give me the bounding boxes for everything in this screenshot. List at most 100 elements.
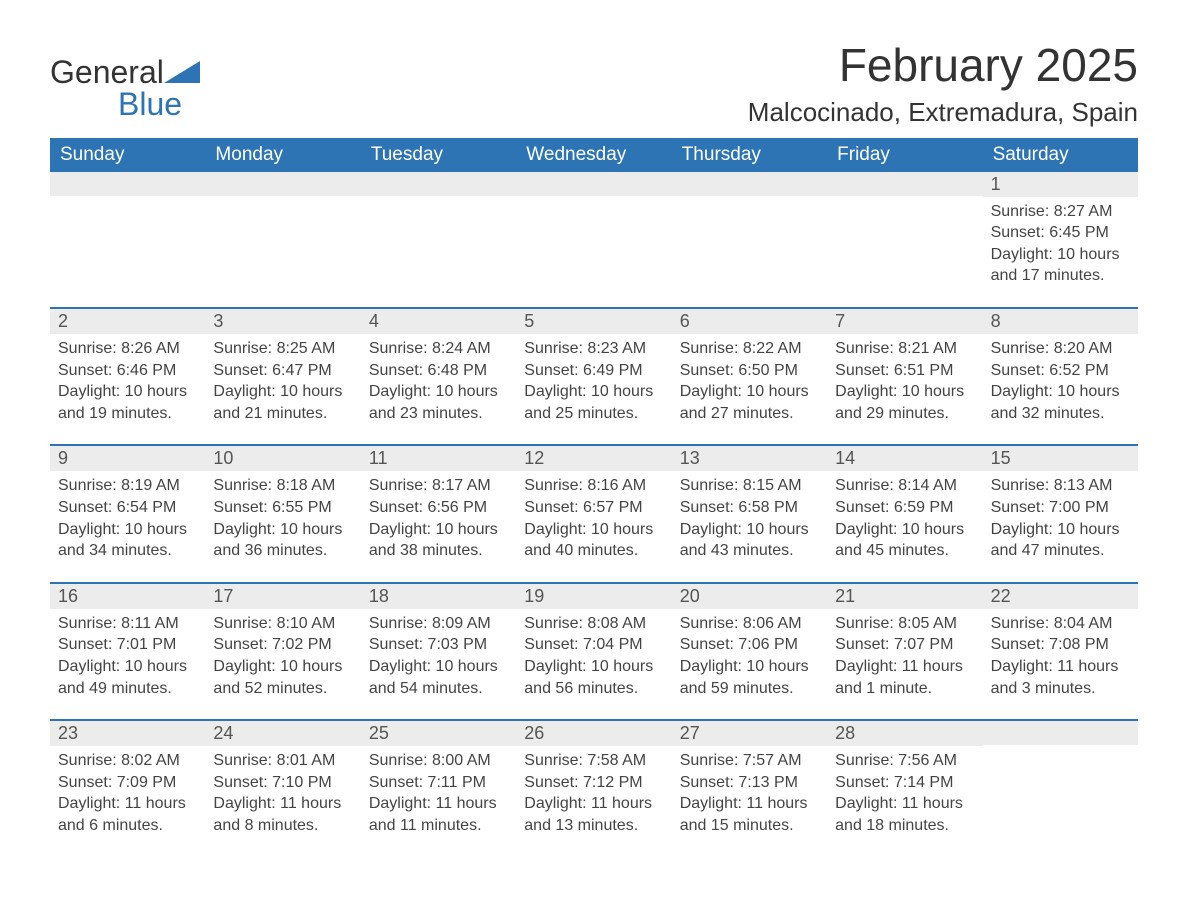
sunrise-text: Sunrise: 7:58 AM (524, 750, 663, 772)
day-body: Sunrise: 8:22 AMSunset: 6:50 PMDaylight:… (672, 334, 827, 426)
daylight-text: Daylight: 10 hours (680, 519, 819, 541)
sunrise-text: Sunrise: 8:06 AM (680, 613, 819, 635)
daylight-text: and 54 minutes. (369, 678, 508, 700)
sunrise-text: Sunrise: 8:14 AM (835, 475, 974, 497)
calendar-cell: 15Sunrise: 8:13 AMSunset: 7:00 PMDayligh… (983, 446, 1138, 563)
day-body: Sunrise: 8:15 AMSunset: 6:58 PMDaylight:… (672, 471, 827, 563)
daylight-text: Daylight: 10 hours (213, 656, 352, 678)
sunset-text: Sunset: 6:50 PM (680, 360, 819, 382)
sunset-text: Sunset: 6:54 PM (58, 497, 197, 519)
day-number: 5 (516, 309, 671, 334)
daylight-text: Daylight: 10 hours (835, 519, 974, 541)
day-number: 12 (516, 446, 671, 471)
daylight-text: and 27 minutes. (680, 403, 819, 425)
day-body (827, 196, 982, 202)
day-number: 28 (827, 721, 982, 746)
day-body: Sunrise: 8:08 AMSunset: 7:04 PMDaylight:… (516, 609, 671, 701)
calendar-cell (205, 172, 360, 289)
sunrise-text: Sunrise: 8:17 AM (369, 475, 508, 497)
sunrise-text: Sunrise: 8:13 AM (991, 475, 1130, 497)
sunset-text: Sunset: 7:04 PM (524, 634, 663, 656)
daylight-text: Daylight: 10 hours (213, 519, 352, 541)
sunrise-text: Sunrise: 8:18 AM (213, 475, 352, 497)
dayname-sunday: Sunday (50, 138, 205, 172)
sunset-text: Sunset: 7:02 PM (213, 634, 352, 656)
day-number: 8 (983, 309, 1138, 334)
dayname-tuesday: Tuesday (361, 138, 516, 172)
brand-logo-text: General Blue (50, 56, 200, 120)
sunset-text: Sunset: 7:03 PM (369, 634, 508, 656)
title-block: February 2025 Malcocinado, Extremadura, … (748, 40, 1138, 128)
calendar-cell (827, 172, 982, 289)
calendar-cell: 24Sunrise: 8:01 AMSunset: 7:10 PMDayligh… (205, 721, 360, 838)
calendar-cell: 26Sunrise: 7:58 AMSunset: 7:12 PMDayligh… (516, 721, 671, 838)
day-body: Sunrise: 7:56 AMSunset: 7:14 PMDaylight:… (827, 746, 982, 838)
sunset-text: Sunset: 6:47 PM (213, 360, 352, 382)
daylight-text: and 21 minutes. (213, 403, 352, 425)
sunset-text: Sunset: 6:56 PM (369, 497, 508, 519)
daylight-text: and 43 minutes. (680, 540, 819, 562)
calendar-week: 16Sunrise: 8:11 AMSunset: 7:01 PMDayligh… (50, 582, 1138, 701)
calendar-cell: 16Sunrise: 8:11 AMSunset: 7:01 PMDayligh… (50, 584, 205, 701)
sunrise-text: Sunrise: 8:16 AM (524, 475, 663, 497)
calendar-cell: 19Sunrise: 8:08 AMSunset: 7:04 PMDayligh… (516, 584, 671, 701)
sunrise-text: Sunrise: 8:10 AM (213, 613, 352, 635)
calendar-cell: 10Sunrise: 8:18 AMSunset: 6:55 PMDayligh… (205, 446, 360, 563)
daylight-text: Daylight: 10 hours (524, 519, 663, 541)
sunrise-text: Sunrise: 8:05 AM (835, 613, 974, 635)
daylight-text: Daylight: 10 hours (58, 381, 197, 403)
calendar-week: 2Sunrise: 8:26 AMSunset: 6:46 PMDaylight… (50, 307, 1138, 426)
day-number: 17 (205, 584, 360, 609)
dayname-thursday: Thursday (672, 138, 827, 172)
daylight-text: Daylight: 10 hours (58, 656, 197, 678)
day-body: Sunrise: 8:23 AMSunset: 6:49 PMDaylight:… (516, 334, 671, 426)
sunrise-text: Sunrise: 8:27 AM (991, 201, 1130, 223)
daylight-text: Daylight: 10 hours (369, 656, 508, 678)
day-body: Sunrise: 8:10 AMSunset: 7:02 PMDaylight:… (205, 609, 360, 701)
calendar-cell: 1Sunrise: 8:27 AMSunset: 6:45 PMDaylight… (983, 172, 1138, 289)
calendar-cell: 21Sunrise: 8:05 AMSunset: 7:07 PMDayligh… (827, 584, 982, 701)
page-subtitle: Malcocinado, Extremadura, Spain (748, 97, 1138, 128)
sunrise-text: Sunrise: 8:02 AM (58, 750, 197, 772)
calendar-cell: 20Sunrise: 8:06 AMSunset: 7:06 PMDayligh… (672, 584, 827, 701)
daylight-text: Daylight: 10 hours (524, 381, 663, 403)
calendar-cell: 27Sunrise: 7:57 AMSunset: 7:13 PMDayligh… (672, 721, 827, 838)
sunset-text: Sunset: 6:57 PM (524, 497, 663, 519)
calendar-cell: 5Sunrise: 8:23 AMSunset: 6:49 PMDaylight… (516, 309, 671, 426)
day-body: Sunrise: 8:04 AMSunset: 7:08 PMDaylight:… (983, 609, 1138, 701)
daylight-text: and 38 minutes. (369, 540, 508, 562)
sunset-text: Sunset: 6:49 PM (524, 360, 663, 382)
day-number: 3 (205, 309, 360, 334)
sunrise-text: Sunrise: 8:19 AM (58, 475, 197, 497)
sunrise-text: Sunrise: 8:25 AM (213, 338, 352, 360)
sunset-text: Sunset: 6:58 PM (680, 497, 819, 519)
daylight-text: and 18 minutes. (835, 815, 974, 837)
daylight-text: and 8 minutes. (213, 815, 352, 837)
daylight-text: Daylight: 11 hours (58, 793, 197, 815)
sunset-text: Sunset: 7:01 PM (58, 634, 197, 656)
day-number (361, 172, 516, 196)
sunset-text: Sunset: 7:14 PM (835, 772, 974, 794)
day-number: 25 (361, 721, 516, 746)
day-body: Sunrise: 8:20 AMSunset: 6:52 PMDaylight:… (983, 334, 1138, 426)
day-number (516, 172, 671, 196)
sunset-text: Sunset: 6:48 PM (369, 360, 508, 382)
day-body: Sunrise: 8:18 AMSunset: 6:55 PMDaylight:… (205, 471, 360, 563)
daylight-text: and 1 minute. (835, 678, 974, 700)
day-number: 19 (516, 584, 671, 609)
day-number: 27 (672, 721, 827, 746)
calendar-cell: 6Sunrise: 8:22 AMSunset: 6:50 PMDaylight… (672, 309, 827, 426)
day-number: 21 (827, 584, 982, 609)
sunset-text: Sunset: 7:07 PM (835, 634, 974, 656)
sunrise-text: Sunrise: 8:11 AM (58, 613, 197, 635)
day-number: 1 (983, 172, 1138, 197)
calendar-week: 23Sunrise: 8:02 AMSunset: 7:09 PMDayligh… (50, 719, 1138, 838)
daylight-text: and 47 minutes. (991, 540, 1130, 562)
daylight-text: and 40 minutes. (524, 540, 663, 562)
brand-logo: General Blue (50, 40, 200, 120)
day-body (361, 196, 516, 202)
sunrise-text: Sunrise: 8:09 AM (369, 613, 508, 635)
sunset-text: Sunset: 7:11 PM (369, 772, 508, 794)
calendar-header-row: Sunday Monday Tuesday Wednesday Thursday… (50, 138, 1138, 172)
day-number: 13 (672, 446, 827, 471)
